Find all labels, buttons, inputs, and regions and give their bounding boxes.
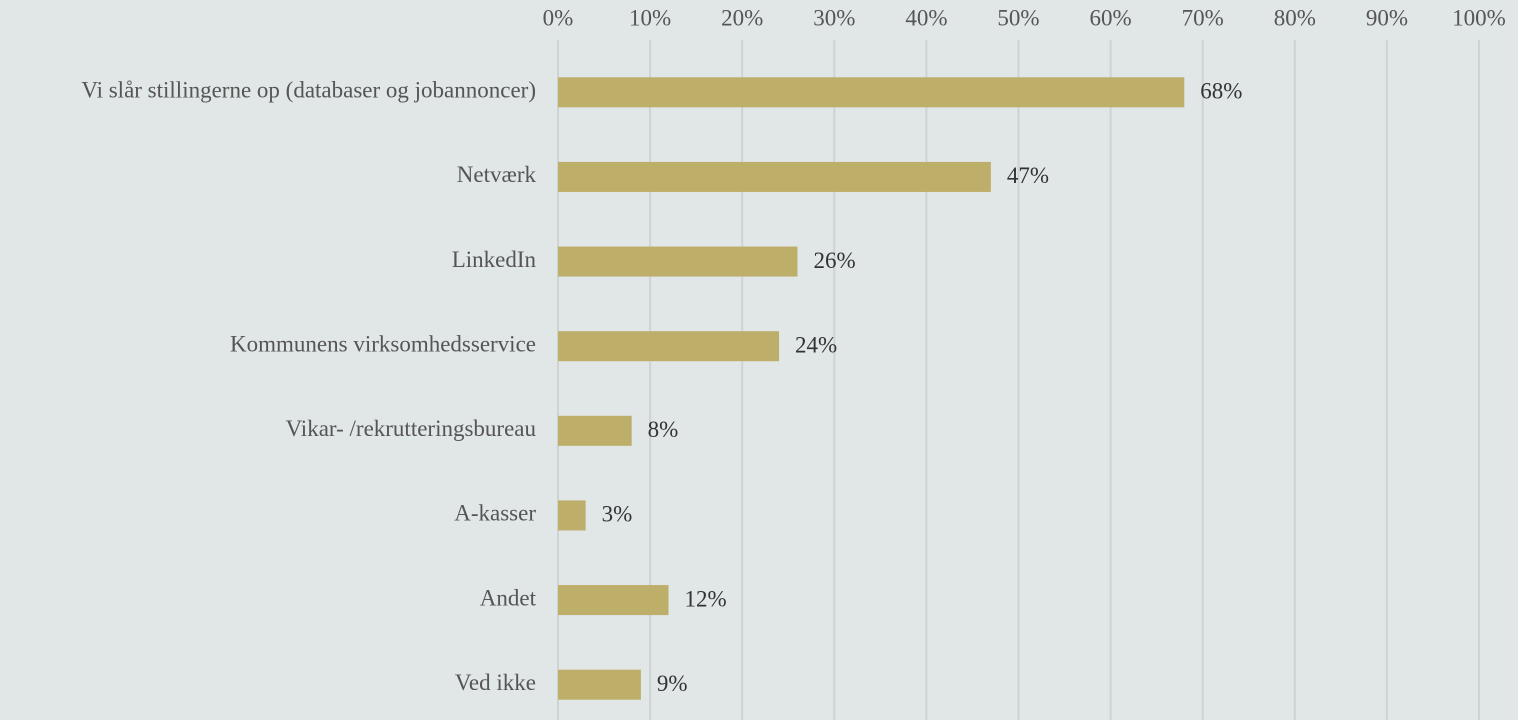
y-tick-label: Vikar- /rekrutteringsbureau [286, 416, 537, 441]
y-tick-label: Andet [480, 585, 537, 610]
x-tick-label: 40% [905, 5, 947, 30]
bar [558, 246, 798, 277]
y-tick-label: A-kasser [454, 501, 536, 526]
x-tick-label: 0% [543, 5, 574, 30]
x-tick-label: 50% [997, 5, 1039, 30]
data-label: 26% [813, 248, 855, 273]
data-label: 47% [1007, 163, 1049, 188]
x-tick-label: 70% [1182, 5, 1224, 30]
bar [558, 500, 586, 531]
data-label: 24% [795, 332, 837, 357]
data-label: 3% [602, 502, 633, 527]
x-tick-label: 10% [629, 5, 671, 30]
data-label: 8% [648, 417, 679, 442]
y-tick-label: Ved ikke [455, 670, 536, 695]
data-label: 9% [657, 671, 688, 696]
data-label: 68% [1200, 79, 1242, 104]
bar [558, 585, 669, 616]
bar [558, 331, 780, 362]
y-tick-label: Vi slår stillingerne op (databaser og jo… [81, 78, 536, 103]
bar [558, 77, 1185, 108]
y-tick-label: LinkedIn [452, 247, 537, 272]
x-tick-label: 60% [1090, 5, 1132, 30]
y-tick-label: Kommunens virksomhedsservice [230, 331, 536, 356]
y-tick-label: Netværk [457, 162, 537, 187]
x-tick-label: 20% [721, 5, 763, 30]
bar [558, 669, 641, 700]
x-tick-label: 90% [1366, 5, 1408, 30]
x-tick-label: 80% [1274, 5, 1316, 30]
data-label: 12% [685, 586, 727, 611]
x-tick-label: 100% [1452, 5, 1506, 30]
bar [558, 415, 632, 446]
x-tick-label: 30% [813, 5, 855, 30]
bar [558, 161, 991, 192]
